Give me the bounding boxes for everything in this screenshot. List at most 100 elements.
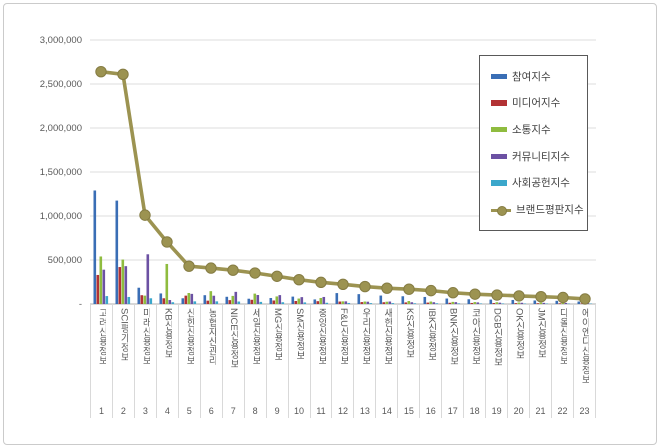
bar-참여지수 [137,287,141,304]
line-marker-브랜드평판지수 [557,291,569,304]
category-cell: F&U신용정보 12 [331,305,353,418]
line-marker-브랜드평판지수 [293,274,305,286]
category-axis: 고려신용정보 1 SCI평가정보 2 미래신용정보 3 KB신용정보 4 신한신용정보 5 농협자산… [90,305,596,418]
bar-사회공헌지수 [193,301,197,304]
line-marker-브랜드평판지수 [227,264,239,276]
category-cell: DGB신용정보 19 [485,305,507,418]
category-cell: 다올신용정보 22 [551,305,573,418]
bar-미디어지수 [338,301,342,304]
bar-사회공헌지수 [369,303,373,304]
y-tick-label: 1,500,000 [40,167,82,178]
bar-참여지수 [291,296,295,304]
category-label: 고려신용정보 [96,308,107,365]
line-marker-브랜드평판지수 [491,289,503,301]
legend-bar-swatch-icon [491,180,507,186]
bar-미디어지수 [140,295,144,304]
category-cell: BNK신용정보 17 [441,305,463,418]
rank-label: 4 [164,406,170,416]
rank-label: 2 [120,406,126,416]
bar-참여지수 [555,300,559,304]
bar-사회공헌지수 [347,302,351,304]
y-tick-label: 1,000,000 [40,211,82,222]
bar-미디어지수 [448,302,452,304]
bar-커뮤니티지수 [124,266,128,304]
bar-소통지수 [385,301,389,304]
legend-item: 소통지수 [491,122,583,137]
rank-label: 22 [557,406,568,416]
bar-소통지수 [165,263,169,304]
bar-미디어지수 [514,303,518,304]
bar-소통지수 [253,293,257,304]
bar-소통지수 [275,296,279,304]
legend-label: 소통지수 [512,124,551,137]
bar-미디어지수 [162,298,166,304]
category-label: F&U신용정보 [337,308,348,365]
bar-커뮤니티지수 [278,295,282,304]
category-label: JM신용정보 [535,308,546,359]
legend-marker-dot-icon [497,205,507,216]
category-label: 에이엔디신용정보 [579,308,590,384]
bar-참여지수 [511,299,515,304]
bar-참여지수 [93,190,97,304]
bar-사회공헌지수 [105,296,109,304]
bar-커뮤니티지수 [190,293,194,304]
category-label: KS신용정보 [403,308,414,359]
rank-label: 20 [513,406,524,416]
category-label: IBK신용정보 [425,308,436,362]
category-label: SM신용정보 [294,308,305,361]
legend-label: 미디어지수 [512,97,561,110]
bar-소통지수 [143,295,147,304]
bar-참여지수 [401,296,405,304]
legend-line-marker-icon [491,204,511,216]
category-cell: 신한신용정보 5 [177,305,200,418]
bar-사회공헌지수 [501,303,505,304]
rank-label: 5 [186,406,192,416]
bar-참여지수 [357,294,361,304]
category-label: 신한신용정보 [184,308,195,365]
bar-사회공헌지수 [127,296,131,304]
bar-참여지수 [467,299,471,304]
line-marker-브랜드평판지수 [183,260,195,272]
bar-소통지수 [187,293,191,304]
legend-bar-swatch-icon [491,100,507,106]
line-marker-브랜드평판지수 [513,290,525,302]
legend-label: 브랜드평판지수 [516,204,584,217]
category-label: 다올신용정보 [557,308,568,365]
bar-사회공헌지수 [435,303,439,304]
bar-참여지수 [533,300,537,304]
bar-미디어지수 [294,301,298,304]
legend-bar-swatch-icon [491,126,507,133]
category-label: 세일신용정보 [250,308,261,365]
bar-미디어지수 [206,300,210,304]
bar-소통지수 [407,301,411,304]
category-cell: 세일신용정보 8 [243,305,266,418]
category-label: 코아신용정보 [469,308,480,365]
category-label: MG신용정보 [272,308,283,362]
line-marker-브랜드평판지수 [337,278,349,290]
chart-legend: 참여지수 미디어지수 소통지수 커뮤니티지수 사회공헌지수 브랜드평판지수 [479,55,588,231]
category-cell: MG신용정보 9 [265,305,288,418]
bar-미디어지수 [184,295,188,304]
line-marker-브랜드평판지수 [403,283,415,295]
line-marker-브랜드평판지수 [205,262,217,274]
category-label: KB신용정보 [162,308,173,359]
line-marker-브랜드평판지수 [161,236,173,248]
bar-참여지수 [115,200,119,304]
bar-사회공헌지수 [215,301,219,304]
bar-커뮤니티지수 [322,296,326,304]
category-label: 우리신용정보 [359,308,370,365]
rank-label: 6 [208,406,214,416]
legend-label: 사회공헌지수 [512,177,570,190]
line-marker-브랜드평판지수 [315,276,327,289]
line-marker-브랜드평판지수 [249,267,261,279]
category-label: OK신용정보 [513,308,524,360]
bar-소통지수 [99,256,103,304]
bar-미디어지수 [426,302,430,304]
bar-참여지수 [181,298,185,304]
bar-참여지수 [489,299,493,304]
category-cell: NICE신용정보 7 [221,305,244,418]
rank-label: 16 [425,406,436,416]
bar-참여지수 [577,301,581,304]
y-tick-label: - [79,299,82,310]
